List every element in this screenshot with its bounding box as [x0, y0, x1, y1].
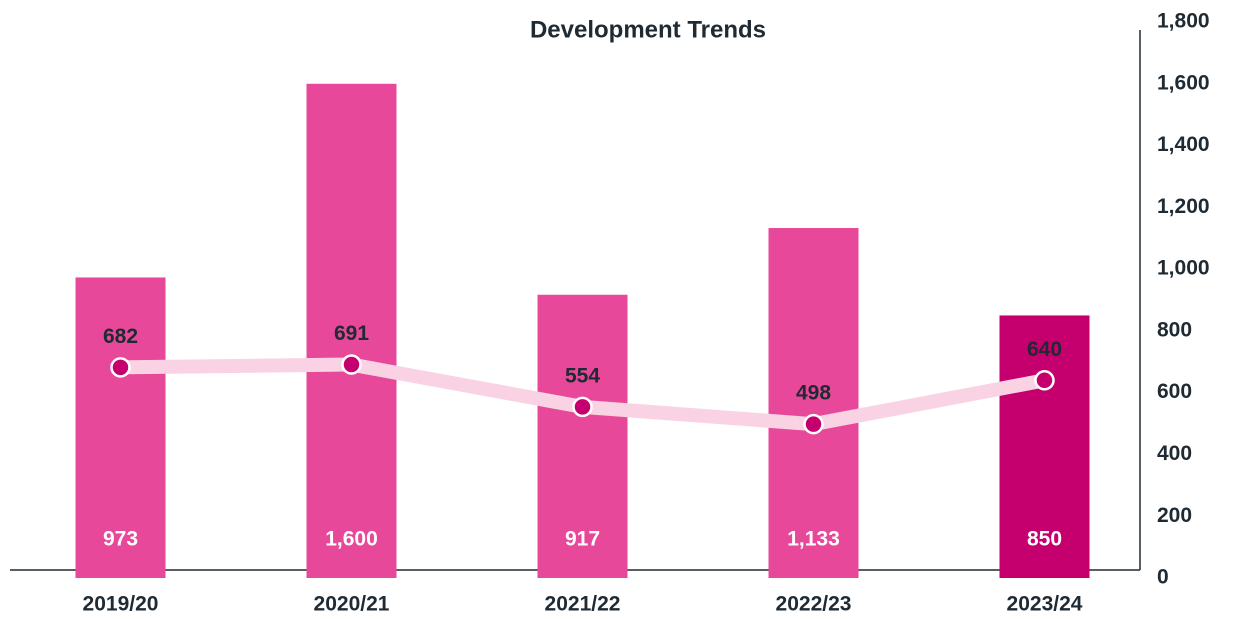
bar-value-label: 1,600: [325, 528, 378, 551]
line-marker: [803, 413, 824, 435]
x-tick-label: 2019/20: [83, 593, 159, 616]
line-value-label: 498: [796, 382, 831, 405]
bar-value-label: 917: [565, 528, 600, 551]
y-tick-label: 1,800: [1157, 10, 1210, 33]
bar: [537, 294, 628, 578]
chart-title: Development Trends: [530, 16, 766, 43]
y-tick-label: 1,600: [1157, 71, 1210, 94]
y-tick-label: 0: [1157, 566, 1169, 589]
line-value-label: 640: [1027, 338, 1062, 361]
y-tick-label: 600: [1157, 380, 1192, 403]
y-tick-label: 200: [1157, 504, 1192, 527]
bar-value-label: 850: [1027, 528, 1062, 551]
line-value-label: 691: [334, 322, 369, 345]
line-marker: [1034, 370, 1055, 391]
y-tick-label: 1,000: [1157, 257, 1210, 280]
line-marker: [110, 357, 131, 378]
y-tick-label: 1,400: [1157, 133, 1210, 156]
bar: [768, 228, 859, 579]
line-marker: [341, 354, 362, 375]
y-tick-label: 800: [1157, 318, 1192, 341]
bar: [306, 83, 397, 579]
line-value-label: 554: [565, 364, 600, 387]
x-tick-label: 2021/22: [545, 593, 621, 616]
bar-value-label: 973: [103, 528, 138, 551]
line-marker: [572, 396, 593, 418]
bar: [999, 315, 1090, 578]
x-tick-label: 2023/24: [1007, 593, 1083, 616]
line-value-label: 682: [103, 325, 138, 348]
bar-value-label: 1,133: [787, 528, 840, 551]
y-tick-label: 400: [1157, 442, 1192, 465]
bar: [75, 277, 166, 578]
x-tick-label: 2020/21: [314, 593, 390, 616]
x-tick-label: 2022/23: [776, 593, 852, 616]
y-tick-label: 1,200: [1157, 195, 1210, 218]
